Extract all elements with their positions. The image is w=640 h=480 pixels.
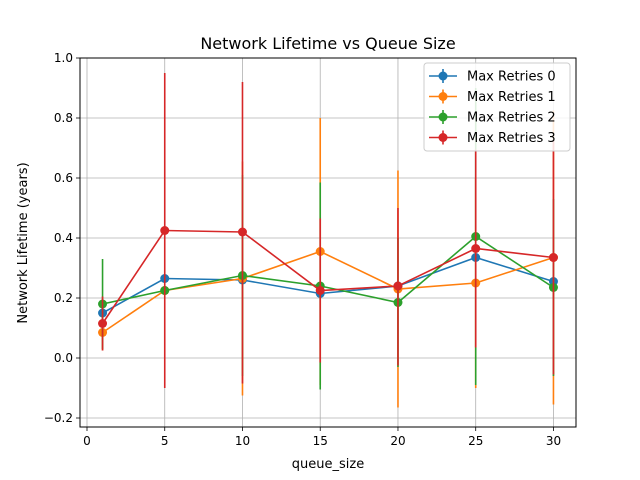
x-axis-label: queue_size: [292, 457, 364, 472]
y-tick-label: 0.0: [54, 351, 73, 365]
x-tick-label: 20: [390, 434, 405, 448]
legend: Max Retries 0 Max Retries 1 Max Retries 2 M…: [423, 62, 571, 152]
y-tick-label: −0.2: [44, 411, 73, 425]
legend-label: Max Retries 3: [467, 131, 556, 146]
x-tick-label: 15: [313, 434, 328, 448]
y-tick-label: 0.2: [54, 291, 73, 305]
data-point: [548, 253, 558, 262]
series-line: [102, 235, 554, 305]
plot-marks: [98, 73, 558, 408]
x-tick-label: 5: [161, 434, 169, 448]
data-point: [98, 319, 108, 328]
legend-label: Max Retries 2: [467, 111, 556, 126]
series-line: [101, 229, 554, 324]
legend-box: [423, 62, 571, 152]
legend-label: Max Retries 1: [467, 90, 556, 105]
chart-title: Network Lifetime vs Queue Size: [200, 34, 455, 53]
data-point: [160, 226, 170, 235]
series-1: [98, 253, 558, 318]
plot-frame: [79, 57, 577, 428]
data-point: [393, 281, 403, 291]
y-tick-label: 0.8: [54, 111, 73, 125]
data-point: [237, 227, 247, 237]
data-point: [471, 244, 481, 253]
series-2: [98, 110, 558, 408]
legend-marker: [438, 71, 448, 81]
x-tick-label: 25: [468, 434, 483, 448]
legend-marker: [438, 133, 448, 142]
legend-marker: [438, 112, 448, 122]
y-tick-label: 0.6: [54, 171, 73, 185]
legend-item: Max Retries 1: [429, 89, 556, 105]
data-point: [315, 286, 325, 295]
legend-marker: [438, 92, 448, 101]
legend-label: Max Retries 0: [467, 70, 556, 85]
axis-ticks: 0 5 10 15 20 25 30 −0.2 0.0 0.2 0.4 0.6 0.8 1.0: [44, 51, 561, 448]
y-axis-label: Network Lifetime (years): [16, 162, 31, 323]
legend-item: Max Retries 0: [429, 69, 556, 85]
y-tick-label: 0.4: [54, 231, 73, 245]
legend-item: Max Retries 2: [429, 110, 556, 126]
legend-item: Max Retries 3: [429, 130, 556, 146]
series-line: [102, 256, 554, 314]
x-tick-label: 30: [546, 434, 561, 448]
x-tick-label: 10: [235, 434, 250, 448]
y-tick-label: 1.0: [54, 51, 73, 65]
series-4: [98, 73, 558, 388]
x-tick-label: 0: [83, 434, 91, 448]
